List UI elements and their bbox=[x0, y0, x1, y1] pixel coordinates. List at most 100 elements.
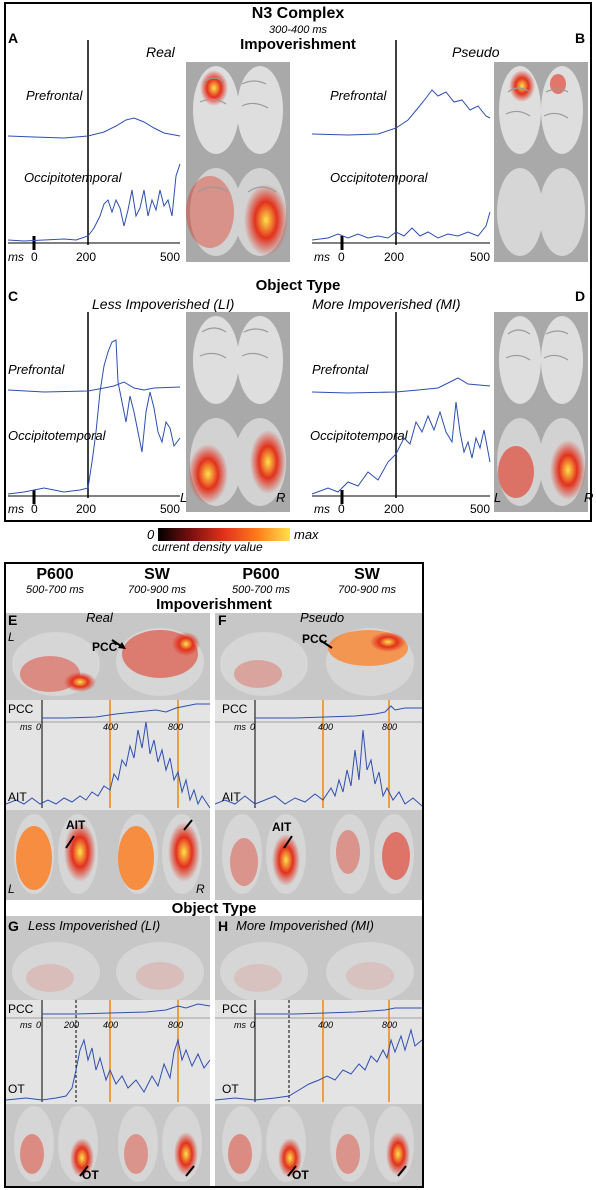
colorbar-label: current density value bbox=[152, 540, 263, 554]
panel-h-ventral-brains bbox=[222, 1106, 414, 1182]
panel-e-ventral-brains bbox=[14, 814, 202, 894]
tick-f-400: 400 bbox=[318, 722, 334, 732]
panel-label-g: G bbox=[8, 918, 19, 934]
tick-a-500: 500 bbox=[160, 250, 181, 264]
axis-unit-a: ms bbox=[8, 250, 24, 264]
panel-label-e: E bbox=[8, 612, 18, 628]
header-p600-2-window: 500-700 ms bbox=[231, 584, 291, 596]
axis-unit-e: ms bbox=[20, 722, 32, 732]
panel-label-b: B bbox=[575, 30, 586, 46]
top-title: N3 Complex bbox=[251, 5, 345, 22]
top-figure-frame bbox=[4, 2, 592, 522]
arrow-label-ot-h: OT bbox=[292, 1168, 309, 1182]
panel-e-lateral-brains bbox=[12, 628, 204, 696]
bottom-figure-frame bbox=[4, 562, 424, 1188]
panel-d-occipitotemporal-label: Occipitotemporal bbox=[310, 428, 408, 443]
panel-h-ot-label: OT bbox=[222, 1082, 239, 1096]
panel-b-trace-plot bbox=[311, 40, 491, 250]
tick-h-800: 800 bbox=[382, 1020, 398, 1030]
header-p600-2: P600 bbox=[242, 566, 280, 583]
bottom-section-object-type: Object Type bbox=[171, 900, 257, 917]
top-section-object-type: Object Type bbox=[255, 277, 341, 294]
panel-f-pcc-label: PCC bbox=[222, 702, 248, 716]
brain-map-b bbox=[494, 62, 588, 262]
axis-unit-f: ms bbox=[234, 722, 246, 732]
tick-e-400: 400 bbox=[103, 722, 119, 732]
panel-f-lateral-brains bbox=[220, 628, 414, 696]
panel-c-occipitotemporal-label: Occipitotemporal bbox=[8, 428, 106, 443]
tick-d-0: 0 bbox=[338, 502, 345, 516]
top-section-impoverishment: Impoverishment bbox=[240, 36, 356, 53]
arrow-label-pcc-e: PCC bbox=[92, 640, 118, 654]
tick-c-200: 200 bbox=[76, 502, 97, 516]
tick-d-500: 500 bbox=[470, 502, 491, 516]
tick-g-400: 400 bbox=[103, 1020, 119, 1030]
panel-c-condition: Less Impoverished (LI) bbox=[92, 296, 235, 312]
panel-label-c: C bbox=[8, 288, 19, 304]
tick-b-200: 200 bbox=[384, 250, 405, 264]
hemi-left-d: L bbox=[494, 490, 502, 505]
colorbar-max: max bbox=[294, 527, 319, 542]
axis-unit-c: ms bbox=[8, 502, 24, 516]
tick-a-200: 200 bbox=[76, 250, 97, 264]
panel-h-trace-plot bbox=[215, 1000, 422, 1104]
panel-d-trace-plot bbox=[311, 312, 491, 504]
panel-c-trace-plot bbox=[7, 312, 181, 504]
panel-label-f: F bbox=[218, 612, 227, 628]
header-sw-2: SW bbox=[354, 566, 380, 583]
panel-b-condition: Pseudo bbox=[452, 44, 500, 60]
panel-g-trace-plot bbox=[6, 1000, 210, 1104]
panel-h-pcc-label: PCC bbox=[222, 1002, 248, 1016]
panel-f-trace-plot bbox=[215, 700, 422, 810]
arrow-label-ait-e: AIT bbox=[66, 818, 86, 832]
panel-f-ventral-brains bbox=[222, 814, 414, 894]
panel-e-hemi-left-bottom: L bbox=[8, 882, 15, 896]
tick-f-800: 800 bbox=[382, 722, 398, 732]
header-p600-1: P600 bbox=[36, 566, 74, 583]
tick-b-0: 0 bbox=[338, 250, 345, 264]
panel-a-occipitotemporal-label: Occipitotemporal bbox=[24, 170, 122, 185]
panel-g-condition: Less Impoverished (LI) bbox=[28, 918, 161, 933]
top-time-window: 300-400 ms bbox=[268, 24, 328, 36]
panel-d-condition: More Impoverished (MI) bbox=[312, 296, 461, 312]
panel-g-ventral-brains bbox=[14, 1106, 202, 1182]
panel-f-ait-label: AIT bbox=[222, 790, 241, 804]
panel-g-pcc-label: PCC bbox=[8, 1002, 34, 1016]
panel-e-hemi-left: L bbox=[8, 630, 15, 644]
panel-b-occipitotemporal-label: Occipitotemporal bbox=[330, 170, 428, 185]
tick-g-200: 200 bbox=[64, 1020, 80, 1030]
panel-e-ait-label: AIT bbox=[8, 790, 27, 804]
arrow-label-ot-g: OT bbox=[82, 1168, 99, 1182]
panel-e-trace-plot bbox=[6, 700, 210, 810]
tick-h-0: 0 bbox=[250, 1020, 256, 1030]
panel-label-a: A bbox=[8, 30, 19, 46]
panel-g-lateral-brains bbox=[12, 942, 204, 1002]
panel-e-condition: Real bbox=[86, 610, 113, 625]
panel-a-prefrontal-label: Prefrontal bbox=[26, 88, 83, 103]
brain-map-d bbox=[494, 312, 588, 512]
brain-map-c bbox=[186, 312, 290, 512]
tick-e-800: 800 bbox=[168, 722, 184, 732]
tick-d-200: 200 bbox=[384, 502, 405, 516]
header-sw-1-window: 700-900 ms bbox=[127, 584, 187, 596]
panel-e-hemi-right-bottom: R bbox=[196, 882, 205, 896]
axis-unit-g: ms bbox=[20, 1020, 32, 1030]
panel-label-d: D bbox=[575, 288, 586, 304]
panel-f-condition: Pseudo bbox=[300, 610, 345, 625]
tick-f-0: 0 bbox=[250, 722, 256, 732]
hemi-right-d: R bbox=[584, 490, 594, 505]
panel-c-prefrontal-label: Prefrontal bbox=[8, 362, 65, 377]
tick-c-500: 500 bbox=[160, 502, 181, 516]
axis-unit-d: ms bbox=[314, 502, 330, 516]
tick-b-500: 500 bbox=[470, 250, 491, 264]
panel-g-ot-label: OT bbox=[8, 1082, 25, 1096]
hemi-left-c: L bbox=[180, 490, 188, 505]
tick-g-800: 800 bbox=[168, 1020, 184, 1030]
panel-a-trace-plot bbox=[7, 40, 181, 250]
colorbar-min: 0 bbox=[147, 527, 155, 542]
panel-a-condition: Real bbox=[146, 44, 175, 60]
panel-label-h: H bbox=[218, 918, 229, 934]
arrow-label-pcc-f: PCC bbox=[302, 632, 328, 646]
header-sw-2-window: 700-900 ms bbox=[337, 584, 397, 596]
bottom-section-impoverishment: Impoverishment bbox=[156, 596, 272, 613]
